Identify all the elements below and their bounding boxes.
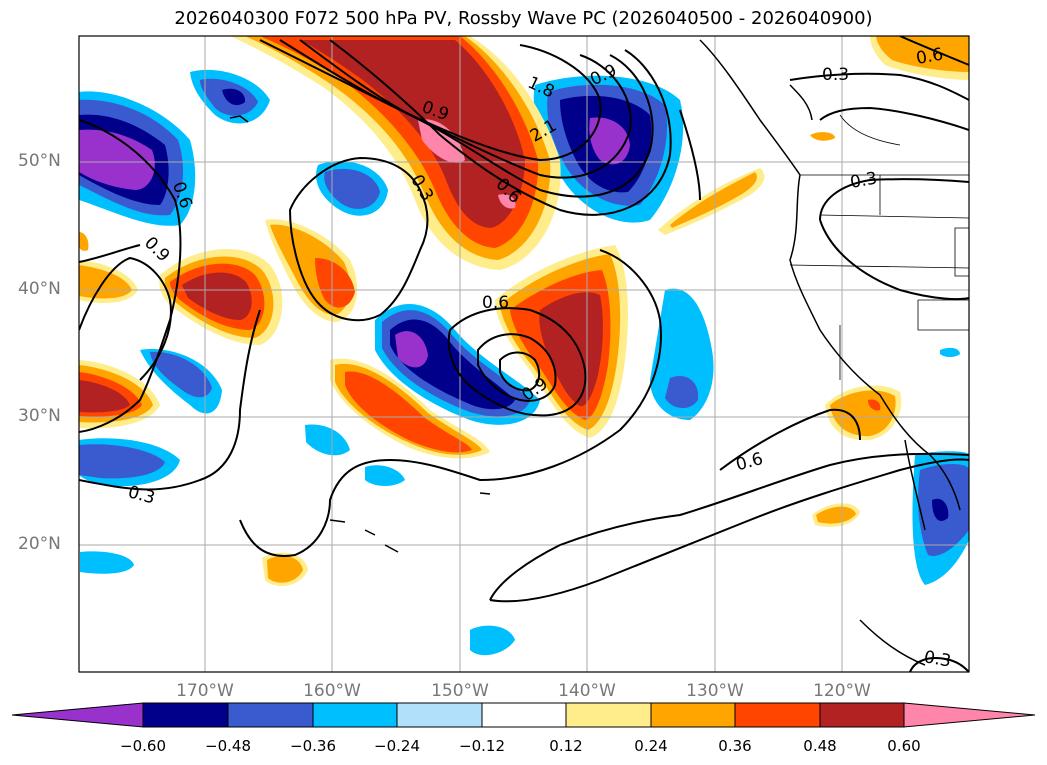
colorbar-segment (396, 702, 483, 728)
colorbar-segment (819, 702, 905, 728)
lat-label: 30°N (18, 406, 61, 426)
contour-label: 0.3 (922, 647, 952, 671)
contour-label: 0.3 (849, 169, 879, 193)
colorbar-tick-label: 0.48 (803, 737, 837, 755)
colorbar-tick-label: 0.60 (887, 737, 921, 755)
colorbar (11, 702, 1036, 728)
colorbar-tick-label: −0.12 (459, 737, 505, 755)
colorbar-segment (312, 702, 398, 728)
contour-label: 0.6 (482, 293, 509, 313)
colorbar-tick-label: 0.12 (549, 737, 583, 755)
lon-label: 140°W (558, 681, 616, 701)
colorbar-segment (11, 702, 144, 728)
colorbar-tick-label: −0.24 (374, 737, 420, 755)
colorbar-segment (565, 702, 652, 728)
colorbar-segment (734, 702, 821, 728)
colorbar-tick-label: −0.36 (290, 737, 336, 755)
lon-label: 150°W (431, 681, 489, 701)
contour-label: 0.6 (915, 45, 945, 69)
lat-label: 50°N (18, 151, 61, 171)
map-title: 2026040300 F072 500 hPa PV, Rossby Wave … (174, 8, 873, 29)
colorbar-tick-label: −0.60 (120, 737, 166, 755)
lon-label: 120°W (813, 681, 871, 701)
negative-anomaly-shading (79, 69, 969, 656)
lon-label: 160°W (303, 681, 361, 701)
colorbar-tick-label: 0.36 (718, 737, 752, 755)
lat-label: 40°N (18, 279, 61, 299)
lat-label: 20°N (18, 534, 61, 554)
coastlines (229, 39, 961, 666)
pv-contours (79, 36, 969, 672)
colorbar-segment (650, 702, 736, 728)
map-plot-area (79, 36, 969, 672)
colorbar-segment (227, 702, 314, 728)
colorbar-tick-label: −0.48 (205, 737, 251, 755)
graticule (79, 36, 969, 672)
lon-label: 130°W (686, 681, 744, 701)
colorbar-tick-label: 0.24 (634, 737, 668, 755)
colorbar-segment (142, 702, 229, 728)
colorbar-segment (481, 702, 567, 728)
colorbar-segment (903, 702, 1036, 728)
lon-label: 170°W (176, 681, 234, 701)
contour-label: 0.3 (822, 65, 849, 85)
map-frame (78, 35, 970, 673)
